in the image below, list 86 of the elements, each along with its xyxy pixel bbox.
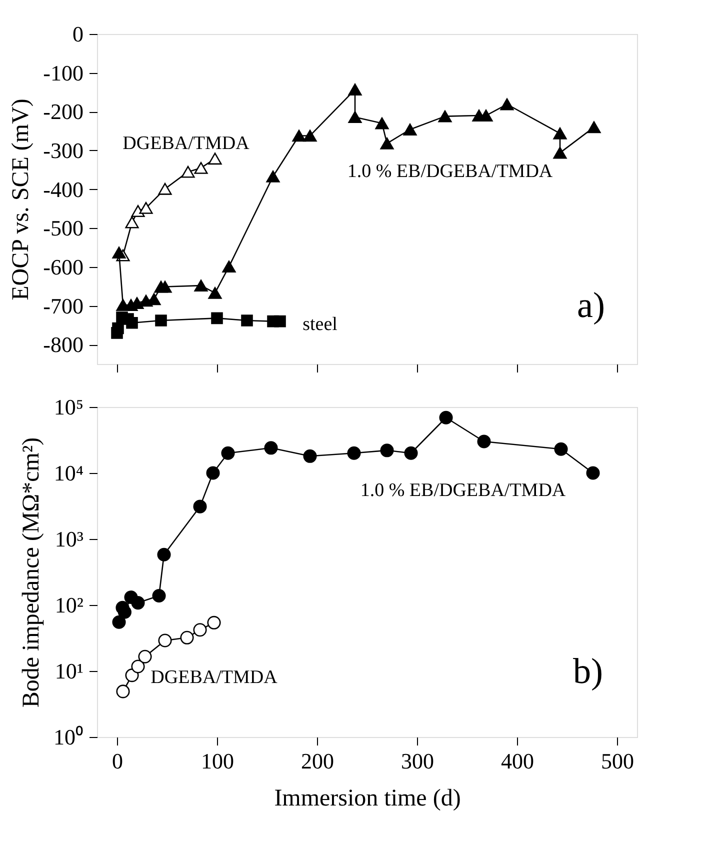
point — [208, 287, 222, 299]
y-tick-label: -100 — [43, 60, 84, 86]
point — [221, 446, 235, 460]
annotation: b) — [573, 651, 603, 691]
x-tick-label: 200 — [301, 748, 334, 774]
x-tick-label: 100 — [201, 748, 234, 774]
point — [380, 444, 394, 458]
series-label: 1.0 % EB/DGEBA/TMDA — [360, 480, 566, 501]
point — [158, 634, 172, 648]
point — [477, 434, 491, 448]
point — [266, 170, 280, 182]
y-tick-label: 10⁴ — [54, 460, 84, 486]
point — [438, 110, 452, 122]
point — [303, 130, 317, 142]
point — [112, 615, 126, 629]
point — [274, 315, 286, 328]
y-tick-label: -600 — [43, 254, 84, 280]
y-tick-label: 10¹ — [54, 658, 84, 684]
point — [181, 166, 195, 178]
point — [194, 162, 208, 174]
y-tick-label: 10⁰ — [54, 724, 84, 750]
point — [118, 605, 132, 619]
point — [500, 98, 514, 110]
point — [112, 322, 124, 334]
y-tick-label: 0 — [72, 22, 84, 46]
point — [193, 500, 207, 514]
series-label: 1.0 % EB/DGEBA/TMDA — [347, 161, 553, 182]
y-tick-label: 10² — [54, 592, 84, 618]
point — [439, 410, 453, 424]
point — [303, 449, 317, 463]
point — [380, 138, 394, 150]
point — [131, 205, 145, 217]
point — [404, 446, 418, 460]
point — [348, 111, 362, 124]
y-tick-label: -300 — [43, 138, 84, 163]
point — [553, 127, 567, 140]
point — [112, 246, 126, 259]
point — [587, 121, 601, 134]
point — [155, 314, 167, 326]
x-tick-label: 0 — [112, 748, 123, 774]
y-tick-label: 10⁵ — [54, 394, 84, 420]
series-label: steel — [302, 314, 338, 335]
point — [222, 260, 236, 273]
point — [586, 466, 600, 480]
point — [264, 441, 278, 455]
point — [139, 202, 153, 214]
point — [157, 548, 171, 562]
point — [208, 152, 222, 165]
y-tick-label: -500 — [43, 216, 84, 241]
point — [131, 660, 145, 674]
point — [126, 316, 138, 329]
point — [194, 280, 208, 292]
point — [553, 146, 567, 159]
point — [116, 684, 130, 698]
point — [206, 466, 220, 480]
series-label: DGEBA/TMDA — [150, 667, 278, 688]
point — [348, 84, 362, 96]
point — [158, 280, 172, 293]
point — [347, 446, 361, 460]
y-tick-label: -200 — [43, 99, 84, 124]
series-label: DGEBA/TMDA — [122, 133, 250, 154]
x-tick-label: 300 — [401, 748, 434, 774]
point — [193, 623, 207, 637]
y-axis-title: Bode impedance (MΩ*cm²) — [18, 437, 44, 708]
x-tick-label: 500 — [601, 748, 634, 774]
point — [152, 589, 166, 603]
annotation: a) — [577, 285, 605, 325]
y-tick-label: -800 — [43, 332, 84, 358]
point — [131, 596, 145, 610]
point — [554, 442, 568, 456]
point — [292, 130, 306, 142]
point — [403, 124, 417, 136]
x-tick-label: 400 — [501, 748, 534, 774]
point — [180, 630, 194, 644]
x-axis-title: Immersion time (d) — [274, 786, 461, 812]
point — [125, 216, 139, 228]
y-tick-label: -700 — [43, 293, 84, 318]
point — [158, 182, 172, 195]
point — [138, 650, 152, 664]
y-tick-label: -400 — [43, 176, 84, 202]
point — [207, 616, 221, 630]
point — [241, 314, 253, 326]
point — [211, 312, 223, 324]
point — [375, 117, 389, 130]
y-axis-title: EOCP vs. SCE (mV) — [8, 98, 34, 300]
y-tick-label: 10³ — [54, 526, 84, 552]
